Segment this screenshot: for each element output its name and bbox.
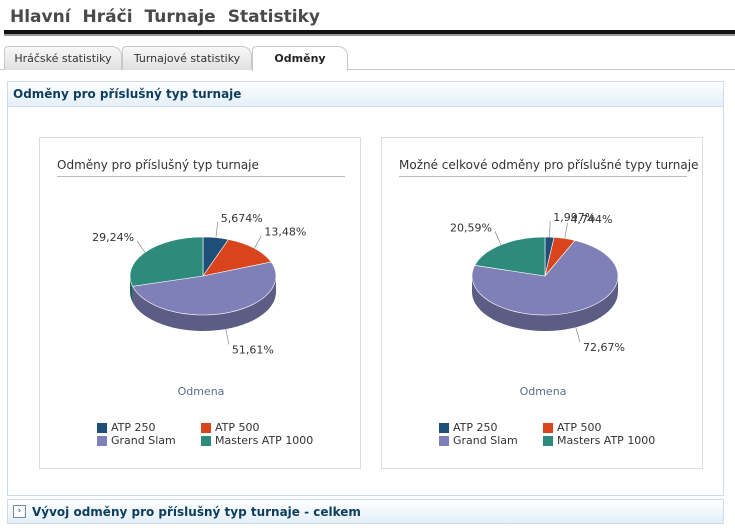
pie-chart-rewards: 5,674%13,48% 51,61% 29,24%: [92, 212, 306, 357]
pie-slice-masters-atp-1000: [474, 236, 546, 277]
panel-header: Odměny pro příslušný typ turnaje: [8, 82, 723, 107]
legend-swatch: [97, 422, 107, 433]
legend-label: ATP 500: [215, 421, 260, 434]
nav-divider-shadow: [4, 34, 735, 36]
legend-item-grand-slam: Grand Slam: [439, 434, 518, 447]
legend-label: ATP 500: [557, 421, 602, 434]
pie-side-grand-slam: [132, 276, 276, 331]
chart-xlabel: Odmena: [177, 385, 225, 398]
nav-link-hraci[interactable]: Hráči: [82, 7, 133, 27]
pie-data-label: 5,674%: [221, 212, 263, 225]
legend-label: Masters ATP 1000: [215, 434, 314, 447]
pie-data-label: 20,59%: [450, 221, 492, 234]
pie-leader-line: [549, 221, 551, 238]
pie-data-label: 51,61%: [232, 343, 274, 356]
legend-label: ATP 250: [111, 421, 156, 434]
legend-label: ATP 250: [453, 421, 498, 434]
legend-item-grand-slam: Grand Slam: [97, 434, 176, 447]
chart-box-total-rewards: Možné celkové odměny pro příslušné typy …: [381, 137, 703, 469]
nav-links: Hlavní Hráči Turnaje Statistiky: [10, 7, 320, 27]
legend-item-atp250: ATP 250: [97, 421, 156, 434]
tab-baseline-left: [0, 69, 4, 70]
nav-divider: [4, 30, 735, 34]
section-title[interactable]: Vývoj odměny pro příslušný typ turnaje -…: [32, 505, 361, 519]
chart-title: Možné celkové odměny pro příslušné typy …: [399, 158, 699, 172]
legend-item-masters: Masters ATP 1000: [543, 434, 655, 447]
chart-title-underline: [57, 176, 345, 177]
pie-side-grand-slam: [472, 276, 618, 331]
nav-link-hlavni[interactable]: Hlavní: [10, 7, 71, 27]
pie-leader-line: [225, 328, 230, 345]
tab-bar: Hráčské statistiky Turnajové statistiky …: [0, 46, 735, 71]
pie-leader-line: [254, 235, 262, 249]
pie-leader-line: [564, 222, 568, 239]
chart-box-rewards: Odměny pro příslušný typ turnaje 5,674% 1…: [39, 137, 361, 469]
pie-slice-grand-slam: [471, 240, 619, 316]
tab-turnajove-statistiky[interactable]: Turnajové statistiky: [122, 46, 252, 70]
chart-title: Odměny pro příslušný typ turnaje: [57, 158, 259, 172]
expand-chevron-icon[interactable]: ›: [13, 505, 26, 518]
pie-side-masters-atp-1000: [130, 276, 133, 303]
pie-leader-line: [136, 240, 146, 253]
legend-swatch: [439, 422, 449, 433]
pie-leader-line: [494, 231, 502, 246]
section-reward-development: › Vývoj odměny pro příslušný typ turnaje…: [7, 499, 724, 524]
pie-leader-line: [575, 327, 581, 343]
chart-xlabel: Odmena: [519, 385, 567, 398]
nav-link-turnaje[interactable]: Turnaje: [144, 7, 216, 27]
rewards-panel: Odměny pro příslušný typ turnaje Odměny …: [7, 81, 724, 496]
legend-label: Masters ATP 1000: [557, 434, 656, 447]
legend-label: Grand Slam: [453, 434, 518, 447]
legend-swatch: [201, 422, 211, 433]
legend-swatch: [439, 435, 449, 446]
pie-slice-grand-slam: [132, 261, 277, 316]
tab-baseline: [348, 69, 735, 70]
pie-slice-masters-atp-1000: [129, 236, 204, 287]
legend-item-atp250: ATP 250: [439, 421, 498, 434]
pie-data-label: 29,24%: [92, 231, 134, 244]
pie-slice-atp-500: [202, 239, 272, 277]
chart-title-underline: [399, 176, 687, 177]
legend-swatch: [543, 422, 553, 433]
pie-chart-total-rewards: 1,997%4,744% 72,67% 20,59%: [450, 211, 625, 354]
pie-data-label: 13,48%: [264, 226, 306, 239]
legend-swatch: [543, 435, 553, 446]
legend-item-atp500: ATP 500: [543, 421, 602, 434]
tab-hracske-statistiky[interactable]: Hráčské statistiky: [4, 46, 122, 70]
legend-label: Grand Slam: [111, 434, 176, 447]
nav-link-statistiky[interactable]: Statistiky: [227, 7, 320, 27]
pie-data-label: 1,997%: [553, 211, 595, 224]
legend-swatch: [97, 435, 107, 446]
legend-item-masters: Masters ATP 1000: [201, 434, 313, 447]
panel-title: Odměny pro příslušný typ turnaje: [13, 87, 242, 101]
pie-leader-line: [215, 221, 219, 238]
pie-data-label: 4,744%: [570, 213, 612, 226]
legend-item-atp500: ATP 500: [201, 421, 260, 434]
pie-data-label: 72,67%: [583, 341, 625, 354]
tab-odmeny[interactable]: Odměny: [252, 46, 348, 71]
top-navigation: Hlavní Hráči Turnaje Statistiky: [0, 0, 735, 38]
legend-swatch: [201, 435, 211, 446]
